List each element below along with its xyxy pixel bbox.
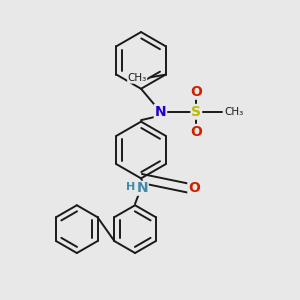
Text: N: N (137, 181, 148, 195)
Text: O: O (190, 85, 202, 99)
Text: O: O (190, 125, 202, 139)
Text: N: N (154, 105, 166, 119)
Text: S: S (191, 105, 201, 119)
Text: H: H (126, 182, 136, 192)
Text: CH₃: CH₃ (224, 107, 243, 117)
Text: O: O (188, 181, 200, 195)
Text: CH₃: CH₃ (128, 73, 147, 83)
